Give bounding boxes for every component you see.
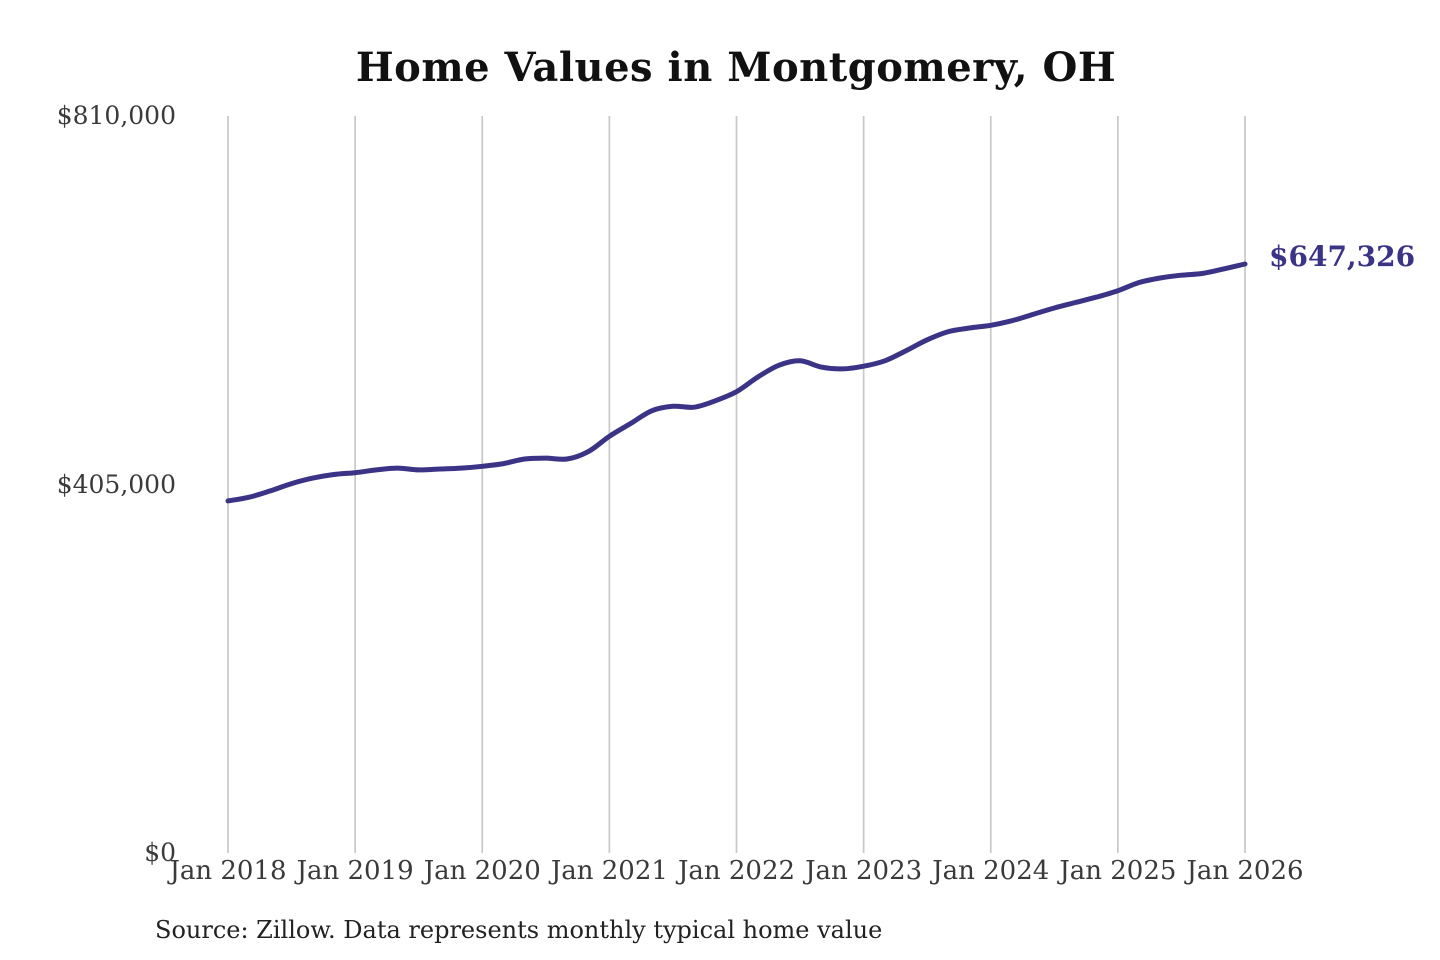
x-axis-tick-label: Jan 2022 (677, 856, 796, 886)
x-axis-tick-label: Jan 2026 (1186, 856, 1304, 886)
x-axis-tick-label: Jan 2018 (169, 856, 287, 886)
y-axis-tick-label: $0 (144, 838, 176, 867)
x-axis-tick-label: Jan 2020 (423, 856, 541, 886)
x-axis-tick-label: Jan 2021 (550, 856, 668, 886)
y-axis-tick-label: $405,000 (56, 469, 176, 499)
y-axis-tick-label: $810,000 (56, 101, 176, 130)
latest-value-label: $647,326 (1269, 240, 1416, 273)
chart-title: Home Values in Montgomery, OH (355, 44, 1117, 91)
source-note: Source: Zillow. Data represents monthly … (155, 916, 883, 944)
value-line (225, 261, 1248, 504)
x-axis-tick-label: Jan 2023 (805, 856, 923, 886)
x-axis-tick-label: Jan 2019 (296, 856, 414, 886)
x-axis-tick-label: Jan 2024 (932, 856, 1050, 886)
x-axis-tick-label: Jan 2025 (1059, 856, 1177, 886)
